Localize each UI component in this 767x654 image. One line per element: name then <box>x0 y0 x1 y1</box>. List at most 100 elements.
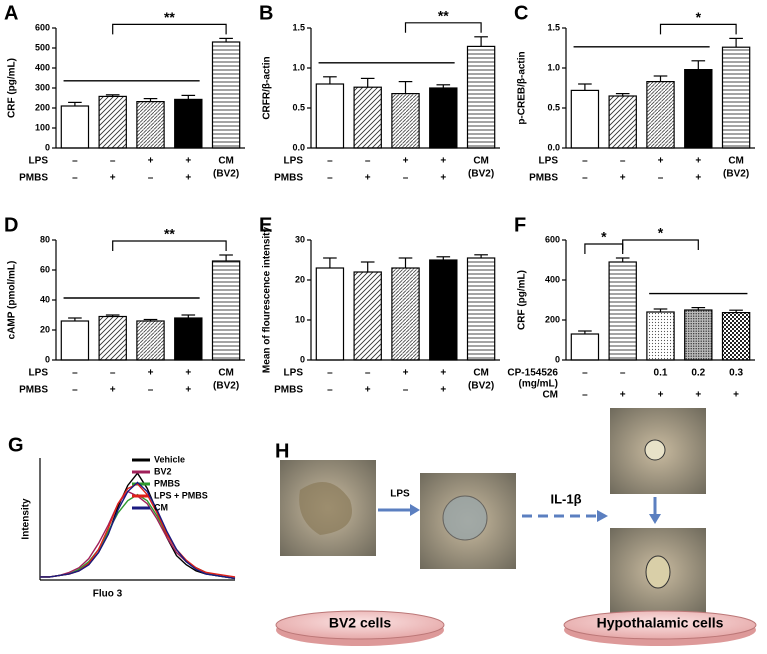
dish-label: Hypothalamic cells <box>597 615 724 631</box>
condition-mark: + <box>440 385 446 396</box>
condition-mark: + <box>658 156 664 167</box>
panel-label: B <box>259 2 273 24</box>
y-tick-label: 1.0 <box>547 62 560 72</box>
cell-shape <box>442 495 488 541</box>
bar <box>136 100 165 149</box>
cell-shape <box>299 482 352 535</box>
row-label: LPS <box>284 156 304 167</box>
condition-mark: + <box>185 156 191 167</box>
bar <box>570 89 600 149</box>
condition-mark: + <box>185 368 191 379</box>
condition-mark: + <box>185 173 191 184</box>
condition-mark: – <box>658 173 664 184</box>
bar <box>60 320 90 361</box>
condition-mark: + <box>110 385 116 396</box>
significance-label: * <box>696 9 702 25</box>
y-tick-label: 0 <box>45 354 50 364</box>
condition-mark: – <box>403 173 409 184</box>
row-label: PMBS <box>19 385 48 396</box>
cell-shape <box>644 439 666 461</box>
panel-label: H <box>275 440 289 462</box>
y-tick-label: 0.0 <box>547 142 560 152</box>
arrow-head <box>410 504 420 516</box>
bar <box>353 271 382 361</box>
condition-mark: + <box>658 390 664 401</box>
category-label: CM <box>728 156 744 167</box>
bar <box>211 260 241 361</box>
category-label: CM <box>218 156 234 167</box>
significance-label: * <box>658 225 664 241</box>
y-tick-label: 20 <box>40 324 50 334</box>
condition-mark: – <box>72 385 78 396</box>
panel-label: D <box>4 214 18 236</box>
panel-label: C <box>514 2 528 24</box>
bar <box>211 41 241 149</box>
row-label: PMBS <box>529 173 558 184</box>
y-tick-label: 0.0 <box>292 142 305 152</box>
y-axis-label: CRFR/β-actin <box>262 56 273 119</box>
bar <box>315 83 345 149</box>
y-tick-label: 1.5 <box>292 22 305 32</box>
significance-bracket <box>404 22 482 33</box>
y-axis-label: p-CREB/β-actin <box>517 51 528 124</box>
condition-mark: + <box>148 368 154 379</box>
category-label: (BV2) <box>468 381 494 392</box>
category-label: (BV2) <box>213 169 239 180</box>
condition-mark: + <box>403 156 409 167</box>
condition-mark: – <box>365 156 371 167</box>
y-tick-label: 400 <box>35 62 50 72</box>
y-tick-label: 30 <box>295 234 305 244</box>
condition-mark: – <box>327 156 333 167</box>
bar <box>136 320 165 361</box>
histogram-line <box>40 490 236 580</box>
condition-mark: + <box>733 390 739 401</box>
condition-mark: 0.2 <box>691 368 705 379</box>
category-label: (BV2) <box>723 169 749 180</box>
condition-mark: + <box>440 156 446 167</box>
condition-mark: + <box>440 173 446 184</box>
y-tick-label: 10 <box>295 314 305 324</box>
bar <box>98 315 127 361</box>
histogram-line <box>40 472 236 580</box>
category-label: CM <box>473 368 489 379</box>
significance-label: ** <box>164 226 175 242</box>
significance-bracket <box>112 240 227 251</box>
condition-mark: – <box>327 368 333 379</box>
bar <box>315 267 345 361</box>
bar <box>721 46 751 149</box>
legend-label: PMBS <box>154 478 180 488</box>
y-tick-label: 0 <box>45 142 50 152</box>
arrow-label: LPS <box>390 489 410 500</box>
row-label: LPS <box>29 368 49 379</box>
y-tick-label: 40 <box>40 294 50 304</box>
legend-label: Vehicle <box>154 454 185 464</box>
condition-mark: – <box>110 156 116 167</box>
condition-mark: – <box>72 173 78 184</box>
y-tick-label: 300 <box>35 82 50 92</box>
bar <box>353 86 382 149</box>
bar <box>570 333 600 361</box>
condition-mark: + <box>148 156 154 167</box>
histogram-line <box>40 481 236 580</box>
bar <box>174 98 203 149</box>
x-axis-label: Fluo 3 <box>93 589 123 600</box>
significance-bracket <box>112 23 227 35</box>
category-label: (BV2) <box>213 381 239 392</box>
row-label: LPS <box>284 368 304 379</box>
legend-label: BV2 <box>154 466 172 476</box>
condition-mark: – <box>582 368 588 379</box>
y-tick-label: 0.5 <box>547 102 560 112</box>
bar <box>608 95 637 149</box>
y-tick-label: 60 <box>40 264 50 274</box>
arrow-head <box>649 514 661 524</box>
bar <box>391 92 420 149</box>
y-tick-label: 0.5 <box>292 102 305 112</box>
condition-mark: – <box>403 385 409 396</box>
condition-mark: – <box>582 390 588 401</box>
condition-mark: + <box>403 368 409 379</box>
condition-mark: – <box>327 173 333 184</box>
panel-h: H LPS IL-1β BV2 cells Hypothalamic cells <box>275 408 757 646</box>
significance-bracket <box>622 239 699 250</box>
bar <box>98 95 127 149</box>
